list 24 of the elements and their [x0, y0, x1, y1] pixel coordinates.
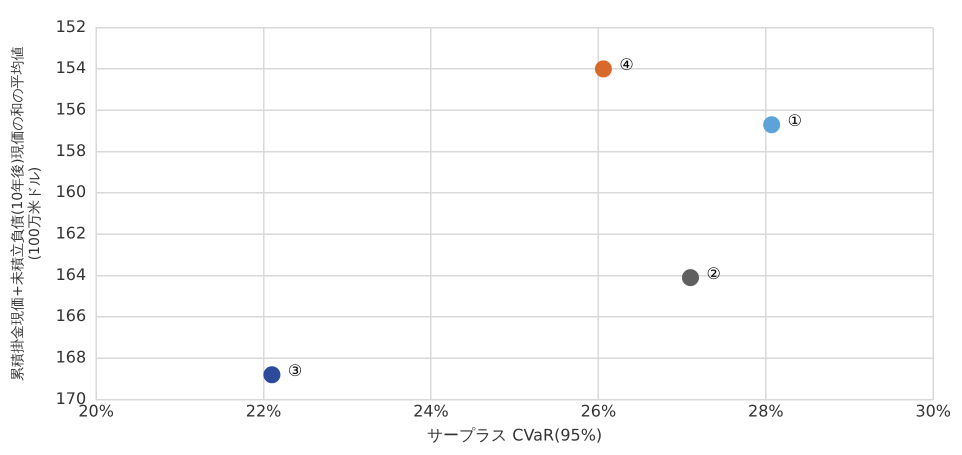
x-tick-label: 30% — [915, 401, 951, 420]
y-tick-label: 154 — [56, 58, 86, 78]
annotation: ④ — [619, 55, 634, 74]
x-axis-title: サープラス CVaR(95%) — [427, 426, 602, 445]
y-tick-label: 152 — [56, 16, 86, 36]
y-tick-label: 166 — [56, 306, 86, 326]
y-tick-label: 164 — [56, 264, 86, 284]
x-tick-label: 22% — [246, 401, 282, 420]
x-tick-label: 28% — [748, 401, 784, 420]
y-tick-label: 158 — [56, 140, 86, 160]
y-tick-label: 168 — [56, 347, 86, 366]
y-tick-label: 162 — [56, 223, 86, 242]
x-tick-label: 24% — [413, 401, 449, 420]
y-tick-label: 156 — [56, 99, 86, 118]
point — [682, 269, 699, 286]
point — [763, 116, 780, 134]
annotation: ① — [788, 110, 802, 130]
y-tick-label: 160 — [56, 182, 86, 202]
y-axis-title: 累積掛金現価+未積立負債(10年後)現価の和の平均値 (100万米ドル) — [10, 46, 43, 381]
point — [263, 366, 280, 384]
annotation: ② — [706, 264, 721, 283]
x-tick-label: 26% — [580, 401, 616, 420]
point — [594, 60, 612, 78]
annotation: ③ — [288, 360, 302, 380]
